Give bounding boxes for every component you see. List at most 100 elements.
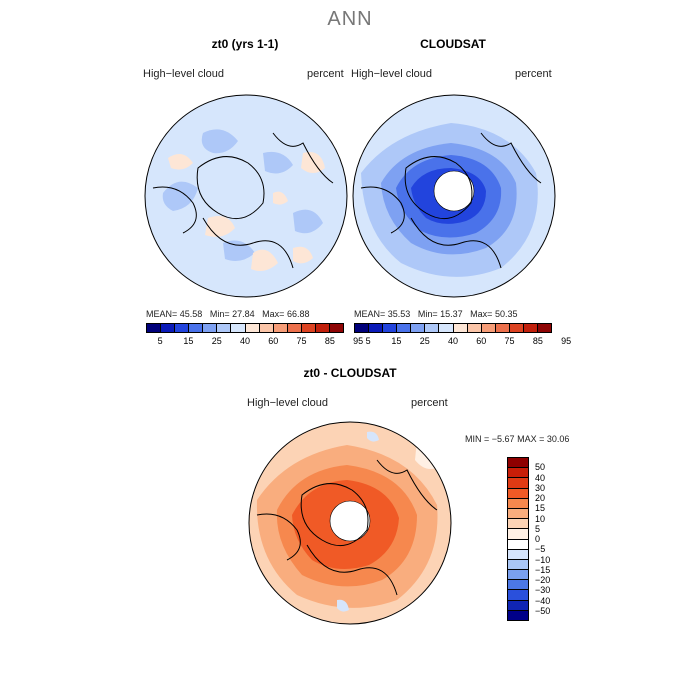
panel2-colorbar-swatch (411, 324, 426, 332)
panel2-colorbar-swatch (439, 324, 454, 332)
panel1-colorbar-swatch (301, 324, 316, 332)
diff-colorbar-ticks: 50 40 30 20 15 10 5 0 −5 −10 −15 −20 −30 −40 −50 (535, 457, 575, 621)
panel2-colorbar-swatch (523, 324, 539, 332)
panel2-colorbar-ticks: 5 15 25 40 60 75 85 95 (354, 336, 572, 348)
panel1-colorbar-swatch (259, 324, 274, 332)
panel1-mean-label: MEAN= (146, 309, 178, 319)
panel1-colorbar-swatch (273, 324, 288, 332)
diff-colorbar-swatch (508, 559, 528, 571)
panel1-colorbar-swatch (203, 324, 218, 332)
panel1-colorbar-swatch (231, 324, 246, 332)
panel1-colorbar-swatch (245, 324, 260, 332)
diff-units-label: percent (411, 397, 448, 409)
panel1-variable-label: High−level cloud (143, 68, 225, 80)
panel2-units-label: percent (515, 68, 552, 80)
panel1-stats: MEAN= 45.58 Min= 27.84 Max= 66.88 (146, 309, 309, 319)
diff-colorbar-swatch (508, 498, 528, 509)
panel2-colorbar (354, 323, 552, 333)
panel1-colorbar (146, 323, 344, 333)
panel2-colorbar-tick-label: 5 (365, 336, 371, 346)
panel1-max-label: Max= (262, 309, 285, 319)
panel1-colorbar-tick-label: 25 (211, 336, 222, 346)
panel2-colorbar-swatch (453, 324, 468, 332)
panel2-colorbar-swatch (425, 324, 440, 332)
panel2-colorbar-tick-label: 40 (447, 336, 459, 346)
panel2-colorbar-tick-label: 95 (561, 336, 572, 346)
diff-min-label: MIN = (465, 434, 490, 444)
panel2-colorbar-swatch (538, 324, 552, 332)
panel2-colorbar-tick-label: 75 (504, 336, 515, 346)
panel2-colorbar-swatch (467, 324, 482, 332)
diff-colorbar-tick-label: 50 (535, 462, 546, 473)
panel1-colorbar-tick-label: 75 (296, 336, 307, 346)
diff-colorbar-tick-label: 0 (535, 534, 541, 544)
panel2-cloud-field (353, 95, 555, 297)
diff-colorbar-swatch (508, 458, 528, 469)
diff-colorbar-swatch (508, 590, 528, 601)
diff-colorbar (507, 457, 529, 621)
diff-cloud-field (249, 422, 451, 624)
panel1-colorbar-tick-label: 15 (183, 336, 194, 346)
panel2-colorbar-swatch (383, 324, 398, 332)
panel2-colorbar-swatch (355, 324, 370, 332)
panel2-max-value: 50.35 (494, 309, 518, 319)
diff-polar-map (248, 421, 452, 625)
panel2-colorbar-tick-label: 15 (391, 336, 402, 346)
panel1-colorbar-swatch (330, 324, 344, 332)
panel1-colorbar-swatch (189, 324, 204, 332)
panel2-mean-label: MEAN= (354, 309, 386, 319)
diff-colorbar-tick-label: 15 (535, 503, 546, 514)
panel1-min-label: Min= (209, 309, 230, 319)
panel1-colorbar-swatch (161, 324, 176, 332)
panel1-colorbar-tick-label: 95 (353, 336, 364, 346)
panel1-colorbar-swatch (147, 324, 162, 332)
panel2-colorbar-tick-label: 85 (532, 336, 543, 346)
diff-colorbar-swatch (508, 508, 528, 520)
diff-colorbar-tick-label: −20 (535, 575, 551, 585)
panel2-colorbar-swatch (495, 324, 510, 332)
diff-colorbar-swatch (508, 549, 528, 560)
panel2-polar-map (352, 94, 556, 298)
diff-colorbar-tick-label: 20 (535, 493, 546, 503)
diff-colorbar-swatch (508, 478, 528, 489)
panel1-colorbar-swatch (287, 324, 302, 332)
panel2-colorbar-swatch (509, 324, 524, 332)
panel1-mean-value: 45.58 (179, 309, 203, 319)
panel2-stats: MEAN= 35.53 Min= 15.37 Max= 50.35 (354, 309, 517, 319)
panel2-min-value: 15.37 (440, 309, 463, 319)
panel2-colorbar-tick-label: 25 (419, 336, 430, 346)
diff-colorbar-tick-label: 5 (535, 523, 541, 534)
diff-max-label: MAX = (517, 434, 545, 444)
panel1-units-label: percent (307, 68, 344, 80)
diff-colorbar-swatch (508, 468, 528, 479)
diff-variable-label: High−level cloud (247, 397, 329, 409)
panel1-colorbar-ticks: 5 15 25 40 60 75 85 95 (146, 336, 364, 348)
panel1-colorbar-tick-label: 85 (324, 336, 335, 346)
panel2-colorbar-swatch (397, 324, 412, 332)
panel1-colorbar-tick-label: 5 (157, 336, 163, 346)
panel2-colorbar-tick-label: 60 (476, 336, 487, 346)
diff-colorbar-swatch (508, 529, 528, 540)
main-title: ANN (327, 8, 373, 30)
panel1-max-value: 66.88 (286, 309, 310, 319)
panel1-min-value: 27.84 (232, 309, 255, 319)
diff-colorbar-swatch (508, 600, 528, 611)
diff-colorbar-swatch (508, 539, 528, 550)
diff-colorbar-tick-label: 40 (535, 472, 546, 483)
panel2-variable-label: High−level cloud (351, 68, 433, 80)
panel1-colorbar-tick-label: 40 (239, 336, 251, 346)
panel2-mean-value: 35.53 (387, 309, 411, 319)
diff-colorbar-swatch (508, 580, 528, 591)
panel2-title: CLOUDSAT (420, 37, 486, 51)
diff-panel-title: zt0 - CLOUDSAT (303, 366, 397, 380)
panel1-cloud-field (145, 95, 347, 297)
panel2-max-label: Max= (470, 309, 493, 319)
diff-colorbar-swatch (508, 610, 528, 620)
panel1-polar-map (144, 94, 348, 298)
panel1-colorbar-swatch (315, 324, 331, 332)
diff-colorbar-swatch (508, 488, 528, 499)
panel2-colorbar-swatch (481, 324, 496, 332)
panel1-colorbar-tick-label: 60 (268, 336, 279, 346)
diff-colorbar-tick-label: −50 (535, 605, 551, 616)
diff-colorbar-tick-label: 10 (535, 513, 546, 524)
